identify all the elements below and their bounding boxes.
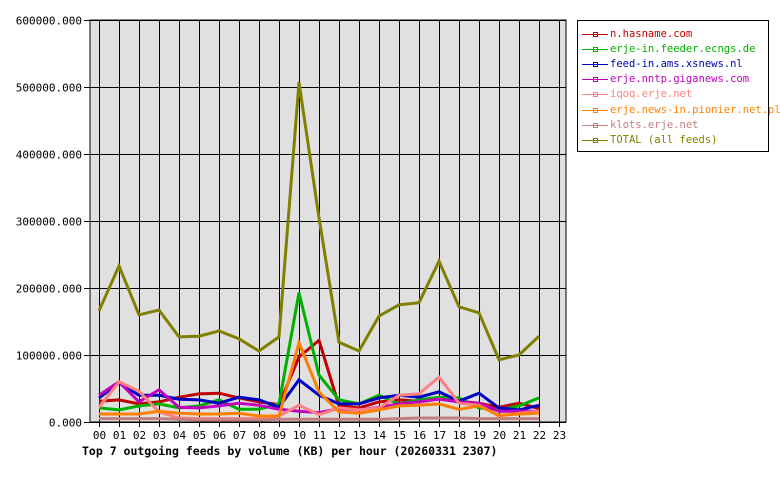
x-tick-label: 07 — [233, 429, 246, 442]
y-tick-label: 100000.000 — [16, 350, 82, 363]
legend-line-marker-icon — [582, 74, 608, 84]
legend-label: erje-in.feeder.ecngs.de — [610, 42, 756, 55]
series-line-klots-erje-net — [99, 416, 539, 422]
y-tick-label: 600000.000 — [16, 15, 82, 28]
x-tick-label: 23 — [553, 429, 566, 442]
x-tick-label: 15 — [393, 429, 406, 442]
x-tick-label: 03 — [153, 429, 166, 442]
y-tick-label: 200000.000 — [16, 283, 82, 296]
series-line-iqoq-erje-net — [97, 374, 540, 421]
legend-line-marker-icon — [582, 44, 608, 54]
legend-label: klots.erje.net — [610, 118, 699, 131]
legend-label: feed-in.ams.xsnews.nl — [610, 57, 743, 70]
y-tick-label: 300000.000 — [16, 216, 82, 229]
legend-item: feed-in.ams.xsnews.nl — [582, 56, 768, 71]
legend-line-marker-icon — [582, 59, 608, 69]
legend-label: iqoq.erje.net — [610, 88, 693, 101]
legend-label: erje.nntp.giganews.com — [610, 73, 750, 86]
series-line-total-all-feeds- — [97, 82, 541, 362]
legend-item: erje.nntp.giganews.com — [582, 72, 768, 87]
legend-label: erje.news-in.pionier.net.pl — [610, 103, 780, 116]
x-tick-label: 02 — [133, 429, 146, 442]
chart-title: Top 7 outgoing feeds by volume (KB) per … — [82, 444, 497, 458]
legend-label: n.hasname.com — [610, 27, 693, 40]
x-tick-label: 06 — [213, 429, 226, 442]
y-axis: 0.000 100000.000 200000.000 300000.000 40000… — [16, 15, 90, 430]
x-tick-label: 21 — [513, 429, 526, 442]
x-tick-label: 09 — [273, 429, 286, 442]
series-line-erje-news-in-pionier-net-pl — [99, 338, 540, 418]
x-tick-label: 20 — [493, 429, 506, 442]
legend-line-marker-icon — [582, 120, 608, 130]
x-tick-label: 00 — [93, 429, 106, 442]
series-line-erje-nntp-giganews-com — [98, 379, 539, 415]
x-axis: 00 01 02 03 04 05 06 07 08 09 10 11 12 13 14 15 16 17 18 19… — [93, 422, 566, 442]
x-tick-label: 16 — [413, 429, 426, 442]
x-tick-label: 12 — [333, 429, 346, 442]
legend-item: TOTAL (all feeds) — [582, 132, 768, 147]
x-tick-label: 22 — [533, 429, 546, 442]
legend-item: klots.erje.net — [582, 117, 768, 132]
legend-line-marker-icon — [582, 135, 608, 145]
legend-line-marker-icon — [582, 29, 608, 39]
x-tick-label: 04 — [173, 429, 187, 442]
y-tick-label: 400000.000 — [16, 149, 82, 162]
x-tick-label: 18 — [453, 429, 466, 442]
x-tick-label: 17 — [433, 429, 446, 442]
x-tick-label: 19 — [473, 429, 486, 442]
legend-item: erje-in.feeder.ecngs.de — [582, 41, 768, 56]
legend-item: iqoq.erje.net — [582, 87, 768, 102]
legend-line-marker-icon — [582, 89, 608, 99]
x-tick-label: 11 — [313, 429, 326, 442]
legend-item: erje.news-in.pionier.net.pl — [582, 102, 780, 117]
series-line-feed-in-ams-xsnews-nl — [98, 377, 540, 412]
legend-line-marker-icon — [582, 105, 608, 115]
x-tick-label: 08 — [253, 429, 266, 442]
series-lines — [97, 82, 541, 422]
x-tick-label: 10 — [293, 429, 306, 442]
y-tick-label: 500000.000 — [16, 82, 82, 95]
legend: n.hasname.com erje-in.feeder.ecngs.de feed… — [577, 20, 780, 152]
y-tick-label: 0.000 — [49, 417, 82, 430]
x-tick-label: 14 — [373, 429, 387, 442]
x-tick-label: 13 — [353, 429, 366, 442]
legend-label: TOTAL (all feeds) — [610, 133, 718, 146]
legend-item: n.hasname.com — [582, 26, 768, 41]
x-tick-label: 01 — [113, 429, 126, 442]
x-tick-label: 05 — [193, 429, 206, 442]
